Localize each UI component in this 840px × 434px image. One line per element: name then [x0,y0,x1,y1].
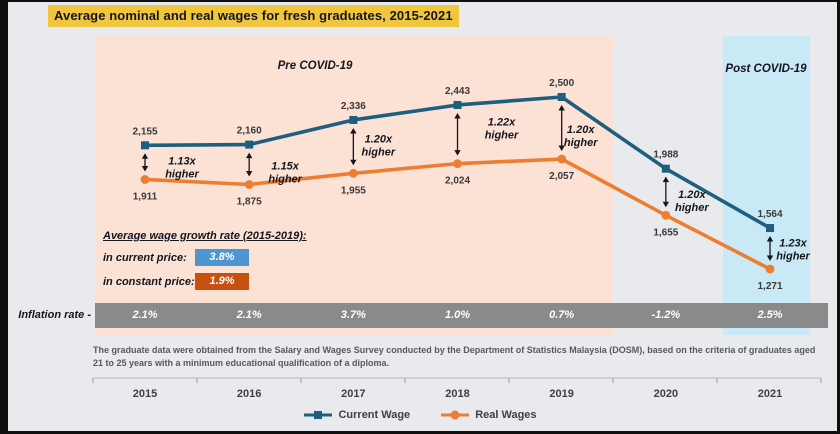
gap-arrowhead-up [141,153,149,159]
gap-arrowhead-up [350,127,357,134]
inflation-value-2021: 2.5% [757,309,783,321]
real-wages-point [244,180,254,189]
current-wage-point [349,115,358,124]
real-wages-point [348,168,358,178]
gap-arrowhead-down [558,145,565,152]
current-wage-value-label: 2,160 [237,126,262,137]
inflation-value-2018: 1.0% [444,309,471,321]
current-price-value-chip: 3.8% [195,249,249,266]
real-wages-point [140,175,150,184]
chart-title: Average nominal and real wages for fresh… [48,5,459,27]
multiplier-annotation: 1.20x higher [564,124,598,149]
growth-row-current: in current price: 3.8% [103,249,307,266]
multiplier-annotation: 1.15x higher [268,161,302,186]
post-covid-label: Post COVID-19 [725,63,807,75]
pre-covid-band [95,36,613,335]
gap-arrowhead-down [662,201,670,208]
inflation-rate-bar [95,303,828,328]
current-wage-value-label: 1,988 [653,150,678,161]
multiplier-annotation: 1.20x higher [675,189,709,214]
multiplier-annotation: 1.23x higher [776,238,810,263]
current-price-label: in current price: [103,251,187,264]
gap-arrowhead-down [141,165,149,172]
legend-item-real-wages: Real Wages [440,409,537,421]
current-wage-point [661,164,670,173]
x-axis-label-2019: 2019 [549,388,574,400]
current-wage-point [557,93,566,101]
inflation-value-2019: 0.7% [549,309,575,321]
multiplier-annotation: 1.20x higher [362,134,396,159]
real-wages-value-label: 1,655 [653,227,678,238]
gap-arrowhead-down [245,171,253,177]
x-axis-label-2016: 2016 [236,388,262,400]
legend-label-real-wages: Real Wages [475,409,537,421]
legend-item-current-wage: Current Wage [303,409,410,421]
inflation-value-2020: -1.2% [651,309,681,321]
constant-price-label: in constant price: [103,275,195,288]
inflation-rate-label: Inflation rate - [18,309,91,321]
gap-arrowhead-up [245,152,253,159]
post-covid-band [723,36,810,335]
current-wage-value-label: 2,155 [132,126,157,137]
legend-label-current-wage: Current Wage [338,409,411,421]
multiplier-annotation: 1.13x higher [165,155,199,180]
x-axis-label-2021: 2021 [757,388,783,400]
growth-row-constant: in constant price: 1.9% [103,273,307,290]
source-footnote: The graduate data were obtained from the… [93,345,816,368]
x-axis-label-2018: 2018 [445,388,470,400]
x-axis-label-2017: 2017 [341,388,366,400]
current-wage-point [245,140,254,149]
gap-arrowhead-up [454,112,461,119]
real-wages-point [557,154,567,164]
real-wages-value-label: 1,271 [758,281,783,292]
current-wage-point [453,100,462,109]
x-axis-label-2020: 2020 [653,388,679,400]
real-wages-value-label: 1,875 [237,197,262,208]
real-wages-point [661,210,671,220]
real-wages-marker-icon [441,410,470,420]
inflation-value-2016: 2.1% [236,309,262,321]
frame-border-bottom [0,431,840,434]
inflation-value-2015: 2.1% [132,309,158,321]
current-wage-value-label: 2,443 [445,86,470,97]
frame-border-top [0,0,840,2]
real-wages-value-label: 2,057 [549,171,574,182]
current-wage-marker-icon [304,411,333,419]
real-wages-value-label: 1,955 [341,185,366,196]
x-axis-label-2015: 2015 [132,388,158,400]
real-wages-point [765,264,775,274]
current-wage-value-label: 2,500 [549,78,574,89]
real-wages-value-label: 2,024 [445,176,470,187]
growth-rate-title: Average wage growth rate (2015-2019): [103,230,307,242]
current-wage-point [141,141,149,150]
gap-arrowhead-down [350,159,357,166]
multiplier-annotation: 1.22x higher [485,116,519,141]
gap-arrowhead-down [454,150,461,156]
gap-arrowhead-up [662,176,670,183]
pre-covid-label: Pre COVID-19 [277,60,353,72]
constant-price-value-chip: 1.9% [195,273,249,290]
current-wage-value-label: 1,564 [758,209,783,220]
gap-arrowhead-down [766,255,774,262]
real-wages-value-label: 1,911 [133,191,158,202]
current-wage-value-label: 2,336 [341,101,366,112]
inflation-value-2017: 3.7% [340,309,366,321]
frame-border-left [0,0,8,434]
current-wage-point [766,224,775,233]
frame-border-right [837,0,840,434]
gap-arrowhead-up [766,236,774,242]
gap-arrowhead-up [558,105,565,111]
growth-rate-box: Average wage growth rate (2015-2019): in… [103,230,307,290]
chart-legend: Current Wage Real Wages [0,409,840,421]
real-wages-point [453,159,462,169]
